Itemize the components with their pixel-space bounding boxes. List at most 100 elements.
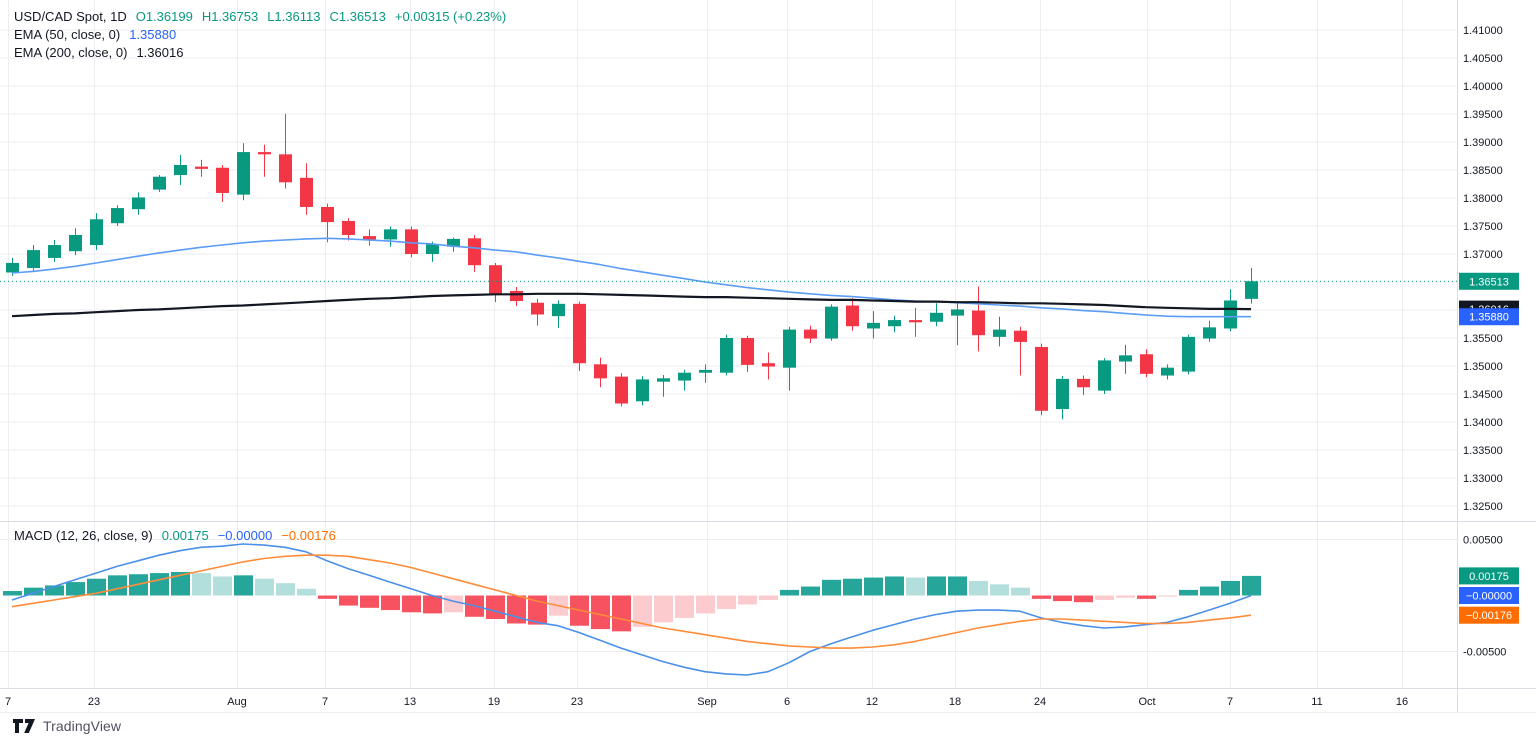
ema200-legend-label[interactable]: EMA (200, close, 0) (14, 45, 128, 60)
candle-body (1224, 300, 1237, 329)
candle-body (489, 265, 502, 295)
macd-signal-line (11, 554, 1252, 649)
price-axis-label: 1.40500 (1463, 53, 1503, 65)
price-axis-label: 1.38500 (1463, 165, 1503, 177)
candle-body (363, 236, 376, 240)
candle-body (846, 305, 859, 327)
candle-body (636, 379, 649, 402)
macd-histogram-bar (717, 595, 736, 609)
macd-histogram-bar (675, 595, 694, 618)
last-price-badge-bg[interactable] (1459, 272, 1519, 290)
macd-histogram-bar (612, 595, 631, 632)
candle-body (384, 229, 397, 240)
macd-histogram-bar (1242, 575, 1261, 596)
tradingview-logo-icon (13, 719, 35, 733)
macd-histogram-bar (45, 585, 64, 596)
candle-body (510, 290, 523, 302)
macd-histogram-bar (171, 571, 190, 596)
candle-body (1182, 336, 1195, 372)
candle-body (1140, 354, 1153, 374)
candle-body (237, 152, 250, 195)
price-pane-legend: USD/CAD Spot, 1D O1.36199 H1.36753 L1.36… (14, 8, 506, 62)
candle-body (468, 238, 481, 266)
time-axis-label: 16 (1396, 696, 1408, 708)
last-price-badge-text: 1.36513 (1469, 276, 1509, 288)
macd-histogram-bar (381, 595, 400, 611)
ema50-legend-label[interactable]: EMA (50, close, 0) (14, 27, 121, 42)
price-axis-label: 1.32500 (1463, 501, 1503, 513)
candle-body (27, 250, 40, 268)
macd-hist-badge-text: 0.00175 (1469, 571, 1509, 583)
candle-body (111, 208, 124, 224)
macd-histogram-bar (885, 576, 904, 596)
macd-histogram-bar (1200, 586, 1219, 596)
ema50-badge-bg[interactable] (1459, 308, 1519, 326)
candle-body (1161, 367, 1174, 376)
macd-histogram-bar (444, 595, 463, 613)
candle-body (762, 363, 775, 367)
symbol-title[interactable]: USD/CAD Spot, 1D (14, 9, 127, 24)
candle-body (867, 322, 880, 329)
time-axis-label: Aug (227, 696, 247, 708)
ohlc-open: O1.36199 (135, 9, 193, 24)
macd-hist-badge-bg[interactable] (1459, 567, 1519, 585)
ema200-line (11, 292, 1252, 318)
price-axis-label: 1.33000 (1463, 473, 1503, 485)
macd-histogram-bar (66, 582, 85, 596)
time-axis-label: 12 (866, 696, 878, 708)
macd-histogram-bar (423, 595, 442, 614)
candle-body (447, 238, 460, 247)
macd-signal-value: −0.00176 (281, 528, 336, 543)
candle-body (951, 309, 964, 316)
macd-histogram-bar (633, 595, 652, 627)
macd-hist-value: 0.00175 (161, 528, 209, 543)
macd-histogram-bar (108, 575, 127, 596)
macd-histogram-bar (948, 576, 967, 596)
candle-body (594, 364, 607, 379)
price-axis-label: 1.39500 (1463, 109, 1503, 121)
macd-histogram-bar (1116, 595, 1135, 598)
candle-body (1119, 355, 1132, 362)
price-axis-label: 1.35500 (1463, 333, 1503, 345)
candle-body (279, 154, 292, 183)
macd-histogram-bar (990, 584, 1009, 596)
macd-histogram-bar (759, 595, 778, 600)
macd-pane-legend: MACD (12, 26, close, 9) 0.00175 −0.00000… (14, 527, 336, 545)
candle-body (216, 167, 229, 193)
macd-histogram-bar (486, 595, 505, 620)
price-axis-label: 1.41000 (1463, 25, 1503, 37)
candle-body (1014, 330, 1027, 342)
time-axis-label: 23 (571, 696, 583, 708)
macd-legend-label[interactable]: MACD (12, 26, close, 9) (14, 528, 153, 543)
macd-histogram-bar (234, 575, 253, 596)
ohlc-low: L1.36113 (267, 9, 321, 24)
candle-body (1245, 281, 1258, 299)
macd-histogram-bar (297, 588, 316, 596)
macd-line (11, 543, 1252, 676)
candle-body (699, 369, 712, 373)
macd-histogram-bar (213, 576, 232, 596)
candle-body (678, 372, 691, 381)
time-axis-label: 6 (784, 696, 790, 708)
candle-body (195, 166, 208, 169)
macd-histogram-bar (843, 578, 862, 596)
macd-histogram-bar (1011, 587, 1030, 596)
macd-line-badge-bg[interactable] (1459, 587, 1519, 604)
macd-histogram-bar (864, 577, 883, 596)
ohlc-change: +0.00315 (+0.23%) (394, 9, 507, 24)
price-axis-label: 1.38000 (1463, 193, 1503, 205)
candle-body (993, 329, 1006, 337)
candle-body (741, 338, 754, 365)
tradingview-logo[interactable]: TradingView (13, 718, 121, 734)
macd-histogram-bar (339, 595, 358, 606)
candle-body (573, 303, 586, 364)
candle-body (1056, 378, 1069, 410)
macd-signal-badge-bg[interactable] (1459, 606, 1519, 624)
time-axis-label: 7 (322, 696, 328, 708)
macd-histogram-bar (654, 595, 673, 623)
macd-histogram-bar (780, 589, 799, 596)
macd-histogram-bar (738, 595, 757, 605)
candle-body (720, 338, 733, 373)
